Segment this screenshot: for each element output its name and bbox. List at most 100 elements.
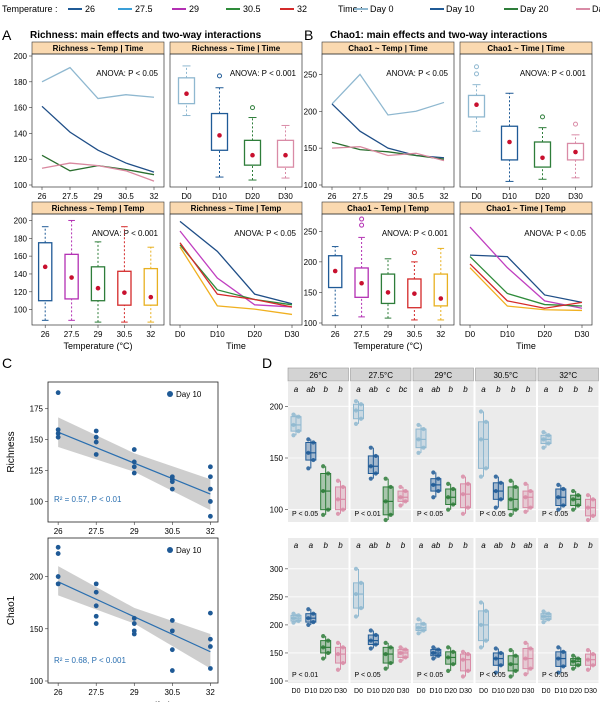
box-body	[460, 483, 471, 509]
data-point	[169, 486, 175, 492]
legend-temperature-title: Temperature :	[2, 4, 58, 14]
anova-annotation: ANOVA: P < 0.05	[96, 69, 158, 78]
data-point	[55, 427, 61, 433]
data-point	[353, 399, 359, 404]
box-mean-point	[385, 290, 391, 295]
legend-temp-label: 30.5	[243, 4, 261, 14]
data-point	[368, 445, 373, 450]
data-point	[436, 647, 441, 652]
x-tick-label: 30.5	[165, 688, 181, 697]
series-line	[469, 254, 583, 303]
facet-pvalue: P < 0.05	[292, 511, 318, 518]
significance-letter: b	[588, 541, 593, 550]
x-tick-label: D0	[542, 688, 551, 695]
data-point	[306, 437, 311, 442]
data-point	[131, 447, 137, 452]
legend-time-title: Time :	[338, 4, 363, 14]
data-point	[546, 617, 551, 622]
data-point	[353, 421, 359, 426]
data-point	[340, 660, 346, 666]
data-point	[585, 667, 591, 672]
x-tick-label: D30	[397, 688, 410, 695]
data-point	[421, 621, 426, 626]
box-body	[507, 486, 519, 511]
x-tick-label: D10	[554, 688, 567, 695]
series-line	[469, 263, 583, 309]
data-point	[321, 512, 326, 517]
y-tick-label: 200	[304, 107, 318, 116]
significance-letter: a	[294, 385, 299, 394]
data-point	[585, 517, 591, 523]
x-tick-label: D20	[569, 688, 582, 695]
data-point	[460, 474, 466, 479]
data-point	[523, 640, 528, 645]
data-point	[93, 621, 99, 626]
data-point	[478, 474, 484, 479]
panel-letter-b: B	[304, 27, 313, 43]
y-tick-label: 100	[14, 181, 28, 190]
data-point	[296, 429, 301, 434]
facet-strip	[412, 367, 474, 382]
y-tick-label: 140	[14, 129, 28, 138]
facet-strip	[537, 367, 599, 382]
panel-A1: Richness ~ Temp | Time ANOVA: P < 0.05 100…	[14, 41, 165, 201]
significance-letter: a	[481, 385, 486, 394]
data-point	[576, 663, 581, 668]
data-point	[326, 650, 331, 656]
box-mean-point	[184, 91, 189, 97]
facet-pvalue: P < 0.05	[417, 511, 443, 518]
facet-pvalue: P < 0.05	[480, 672, 506, 679]
panel-letter-a: A	[2, 27, 12, 43]
box-body	[367, 634, 379, 646]
x-tick-label: D10	[210, 330, 225, 339]
panel-strip-label: Richness ~ Temp | Temp	[52, 204, 145, 213]
data-point	[131, 621, 137, 626]
data-point	[93, 581, 99, 587]
significance-letter: c	[386, 385, 390, 394]
data-point	[340, 484, 346, 490]
x-tick-label: D10	[367, 688, 380, 695]
x-tick-label: 26	[331, 330, 340, 339]
data-point	[93, 603, 99, 609]
data-point	[373, 642, 378, 647]
significance-letter: ab	[369, 541, 378, 550]
y-tick-label: 200	[270, 621, 284, 630]
facet-pvalue: P < 0.05	[542, 511, 568, 518]
data-point	[383, 476, 388, 481]
x-tick-label: D20	[537, 330, 552, 339]
data-point	[207, 486, 213, 492]
data-point	[306, 450, 311, 455]
data-point	[431, 470, 436, 475]
data-point	[483, 608, 489, 613]
data-point	[131, 470, 137, 476]
significance-letter: ab	[369, 385, 378, 394]
data-point	[169, 647, 175, 653]
y-tick-label: 160	[14, 252, 28, 261]
box-outlier	[540, 114, 545, 120]
box-outlier	[411, 250, 417, 256]
box-mean-point	[507, 139, 512, 145]
data-point	[556, 507, 561, 512]
x-tick-label: 26	[328, 192, 337, 201]
x-axis-label: Temperature (°C)	[63, 341, 132, 351]
data-point	[465, 481, 471, 486]
x-tick-label: D20	[507, 688, 520, 695]
data-point	[585, 505, 591, 510]
data-point	[93, 434, 99, 440]
data-point	[446, 481, 451, 486]
facet-strip-label: 29°C	[434, 371, 452, 380]
panel-strip-label: Chao1 ~ Time | Temp	[486, 204, 566, 213]
data-point	[493, 505, 498, 510]
data-point	[383, 666, 388, 671]
significance-letter: a	[356, 541, 361, 550]
significance-letter: b	[338, 385, 343, 394]
box-outlier	[474, 64, 479, 70]
data-point	[403, 647, 408, 652]
panel-strip-label: Richness ~ Temp | Time	[53, 44, 144, 53]
box-mean-point	[250, 152, 255, 158]
data-point	[55, 544, 61, 550]
significance-letter: b	[526, 385, 531, 394]
x-tick-label: 32	[206, 688, 215, 697]
panel-strip-label: Chao1 ~ Time | Time	[487, 44, 565, 53]
y-axis-label: Richness	[6, 431, 17, 472]
